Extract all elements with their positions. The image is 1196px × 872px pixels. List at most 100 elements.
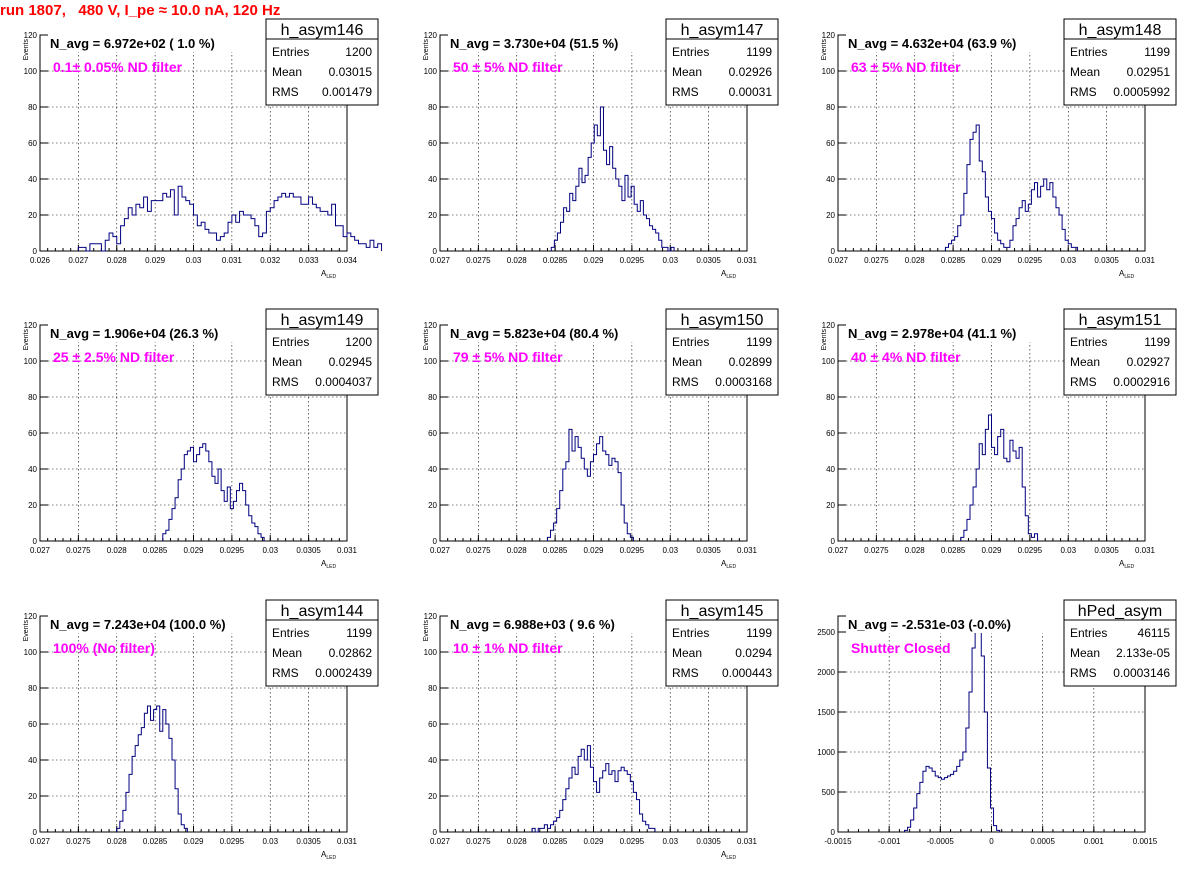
stats-key: Mean bbox=[672, 646, 702, 660]
navg-box: N_avg = 2.978e+04 (41.1 %) bbox=[846, 324, 1071, 342]
x-tick-label: 0.031 bbox=[1135, 256, 1156, 265]
stats-key: Entries bbox=[1070, 626, 1107, 640]
x-tick-label: -0.001 bbox=[878, 837, 901, 846]
stats-value: 0.0002439 bbox=[315, 666, 372, 680]
x-tick-label: 0.032 bbox=[260, 256, 281, 265]
y-tick-label: 40 bbox=[28, 465, 37, 474]
x-tick-label: 0.029 bbox=[981, 256, 1002, 265]
navg-background bbox=[448, 324, 673, 342]
x-tick-label: 0.028 bbox=[507, 546, 528, 555]
histogram-panel: -0.0015 -0.001 -0.0005 0 0.0005 0.001 0.0015 0 5… bbox=[817, 599, 1177, 846]
filter-label: 0.1± 0.05% ND filter bbox=[53, 59, 183, 75]
y-tick-label: 120 bbox=[424, 31, 438, 40]
stats-key: RMS bbox=[1070, 666, 1097, 680]
y-tick-label: 20 bbox=[826, 501, 835, 510]
stats-frame bbox=[265, 308, 379, 396]
stats-key: Mean bbox=[672, 65, 702, 79]
stats-key: Mean bbox=[272, 646, 302, 660]
stats-key: Mean bbox=[1070, 355, 1100, 369]
y-axis-label: Events bbox=[821, 329, 828, 351]
stats-value: 1199 bbox=[746, 626, 772, 640]
stats-value: 0.0002916 bbox=[1113, 375, 1170, 389]
filter-label: 79 ± 5% ND filter bbox=[453, 349, 563, 365]
x-tick-label: 0.0005 bbox=[1030, 837, 1055, 846]
x-tick-label: 0.027 bbox=[828, 256, 849, 265]
y-tick-label: 80 bbox=[28, 684, 37, 693]
y-tick-label: 0 bbox=[831, 537, 836, 546]
x-tick-label: 0.028 bbox=[905, 546, 926, 555]
y-axis-label: Events bbox=[423, 620, 430, 642]
y-tick-label: 120 bbox=[822, 321, 836, 330]
y-tick-label: 60 bbox=[28, 429, 37, 438]
stats-value: 0.001479 bbox=[322, 85, 372, 99]
y-tick-label: 60 bbox=[28, 720, 37, 729]
x-tick-label: 0.0295 bbox=[620, 837, 645, 846]
stats-frame bbox=[665, 18, 779, 106]
x-tick-label: 0.0275 bbox=[864, 546, 889, 555]
y-tick-label: 20 bbox=[28, 211, 37, 220]
stats-key: Mean bbox=[1070, 65, 1100, 79]
stats-value: 0.02951 bbox=[1127, 65, 1171, 79]
x-tick-label: 0.028 bbox=[905, 256, 926, 265]
x-tick-label: 0.026 bbox=[30, 256, 51, 265]
x-tick-label: 0.031 bbox=[1135, 546, 1156, 555]
x-tick-label: 0.0295 bbox=[1018, 546, 1043, 555]
stats-box: h_asym150 Entries 1199 Mean 0.02899 RMS 0.0003… bbox=[665, 308, 779, 396]
stats-value: 2.133e-05 bbox=[1116, 646, 1170, 660]
x-tick-label: 0.034 bbox=[337, 256, 358, 265]
navg-box: N_avg = 4.632e+04 (63.9 %) bbox=[846, 34, 1071, 52]
y-tick-label: 120 bbox=[822, 31, 836, 40]
stats-key: Mean bbox=[272, 355, 302, 369]
navg-box: N_avg = 1.906e+04 (26.3 %) bbox=[48, 324, 273, 342]
filter-label: 50 ± 5% ND filter bbox=[453, 59, 563, 75]
x-tick-label: 0.031 bbox=[737, 256, 758, 265]
x-tick-label: 0 bbox=[989, 837, 994, 846]
histogram-name: h_asym146 bbox=[281, 22, 364, 39]
y-tick-label: 60 bbox=[826, 139, 835, 148]
histogram-line bbox=[531, 745, 656, 833]
y-tick-label: 80 bbox=[428, 103, 437, 112]
stats-box: hPed_asym Entries 46115 Mean 2.133e-05 RMS 0.0… bbox=[1063, 599, 1177, 687]
y-tick-label: 80 bbox=[826, 393, 835, 402]
stats-frame bbox=[1063, 18, 1177, 106]
y-tick-label: 80 bbox=[428, 684, 437, 693]
x-tick-label: 0.027 bbox=[68, 256, 89, 265]
stats-value: 0.02945 bbox=[329, 355, 373, 369]
x-tick-label: 0.0305 bbox=[696, 837, 721, 846]
histogram-panel: 0.027 0.0275 0.028 0.0285 0.029 0.0295 0.03 0.0… bbox=[821, 308, 1177, 570]
y-tick-label: 100 bbox=[822, 357, 836, 366]
stats-key: RMS bbox=[1070, 85, 1097, 99]
navg-box: N_avg = 6.972e+02 ( 1.0 %) bbox=[48, 34, 273, 52]
y-tick-label: 40 bbox=[826, 175, 835, 184]
stats-frame bbox=[665, 308, 779, 396]
stats-value: 0.00031 bbox=[729, 85, 773, 99]
stats-value: 0.0003168 bbox=[715, 375, 772, 389]
navg-label: N_avg = 7.243e+04 (100.0 %) bbox=[50, 617, 226, 632]
navg-box: N_avg = -2.531e-03 (-0.0%) bbox=[846, 615, 1071, 633]
stats-value: 0.0005992 bbox=[1113, 85, 1170, 99]
x-tick-label: 0.028 bbox=[107, 837, 128, 846]
navg-label: N_avg = 2.978e+04 (41.1 %) bbox=[848, 326, 1016, 341]
y-tick-label: 60 bbox=[428, 720, 437, 729]
x-tick-label: 0.0275 bbox=[466, 546, 491, 555]
y-tick-label: 2500 bbox=[817, 628, 835, 637]
stats-key: Entries bbox=[272, 45, 309, 59]
y-tick-label: 20 bbox=[428, 211, 437, 220]
filter-label: 25 ± 2.5% ND filter bbox=[53, 349, 175, 365]
y-tick-label: 0 bbox=[433, 828, 438, 837]
stats-value: 1199 bbox=[346, 626, 372, 640]
x-tick-label: 0.0295 bbox=[620, 546, 645, 555]
stats-value: 0.02862 bbox=[329, 646, 373, 660]
y-tick-label: 80 bbox=[28, 393, 37, 402]
stats-key: RMS bbox=[272, 375, 299, 389]
stats-value: 1199 bbox=[1144, 45, 1170, 59]
x-tick-label: 0.0285 bbox=[941, 546, 966, 555]
y-tick-label: 40 bbox=[826, 465, 835, 474]
y-tick-label: 80 bbox=[28, 103, 37, 112]
x-tick-label: 0.0305 bbox=[1094, 546, 1119, 555]
y-tick-label: 40 bbox=[428, 756, 437, 765]
stats-key: Entries bbox=[1070, 45, 1107, 59]
x-tick-label: 0.0295 bbox=[1018, 256, 1043, 265]
x-tick-label: 0.031 bbox=[337, 837, 358, 846]
stats-frame bbox=[1063, 308, 1177, 396]
